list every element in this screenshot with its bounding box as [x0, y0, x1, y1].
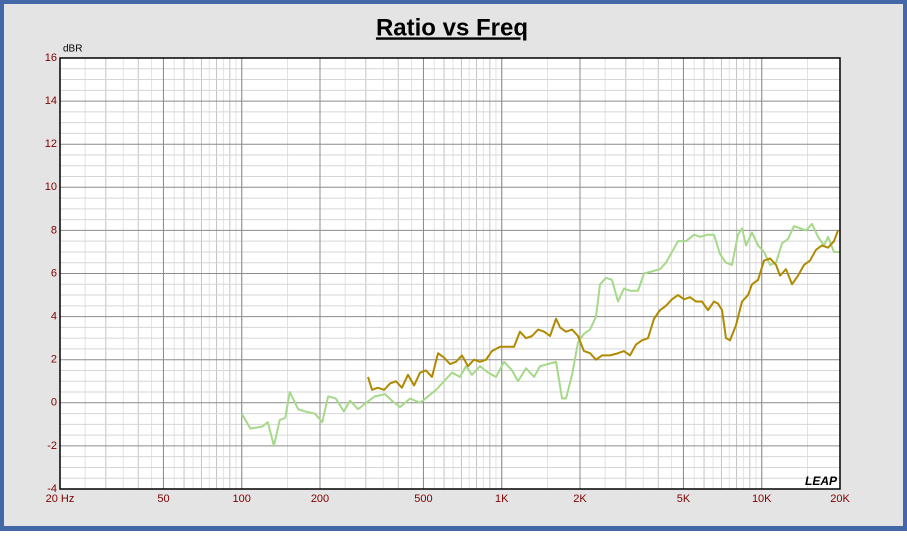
y-tick-label: -2 [47, 440, 57, 452]
x-tick-label: 10K [752, 493, 772, 505]
y-tick-label: 16 [45, 52, 57, 64]
y-tick-label: 4 [51, 311, 57, 323]
x-tick-label: 100 [233, 493, 251, 505]
grid [59, 57, 841, 490]
y-tick-label: 2 [51, 354, 57, 366]
series-lines [240, 222, 840, 447]
y-tick-label: 14 [45, 95, 57, 107]
x-tick-label: 2K [573, 493, 587, 505]
x-tick-label: 1K [495, 493, 509, 505]
watermark: LEAP [805, 474, 838, 488]
plot-frame [59, 57, 841, 490]
series-line [367, 230, 839, 391]
y-tick-label: 6 [51, 267, 57, 279]
x-tick-label: 5K [677, 493, 691, 505]
y-axis-label: dBR [63, 44, 82, 55]
x-tick-label: 200 [311, 493, 329, 505]
x-tick-label: 20K [830, 493, 850, 505]
y-tick-label: 8 [51, 224, 57, 236]
x-tick-label: 500 [414, 493, 432, 505]
y-tick-label: 12 [45, 138, 57, 150]
y-tick-label: 0 [51, 397, 57, 409]
y-tick-label: 10 [45, 181, 57, 193]
x-tick-label: 50 [157, 493, 169, 505]
y-tick-label: -4 [47, 483, 57, 495]
tick-labels: 20 Hz 50 100 200 500 1K 2K 5K 10K 20K -4 -2 0 2 4 6 8 10 1… [45, 52, 851, 505]
series-line [240, 222, 840, 447]
x-tick-label: 20 Hz [46, 493, 75, 505]
chart-title: Ratio vs Freq [376, 14, 528, 41]
